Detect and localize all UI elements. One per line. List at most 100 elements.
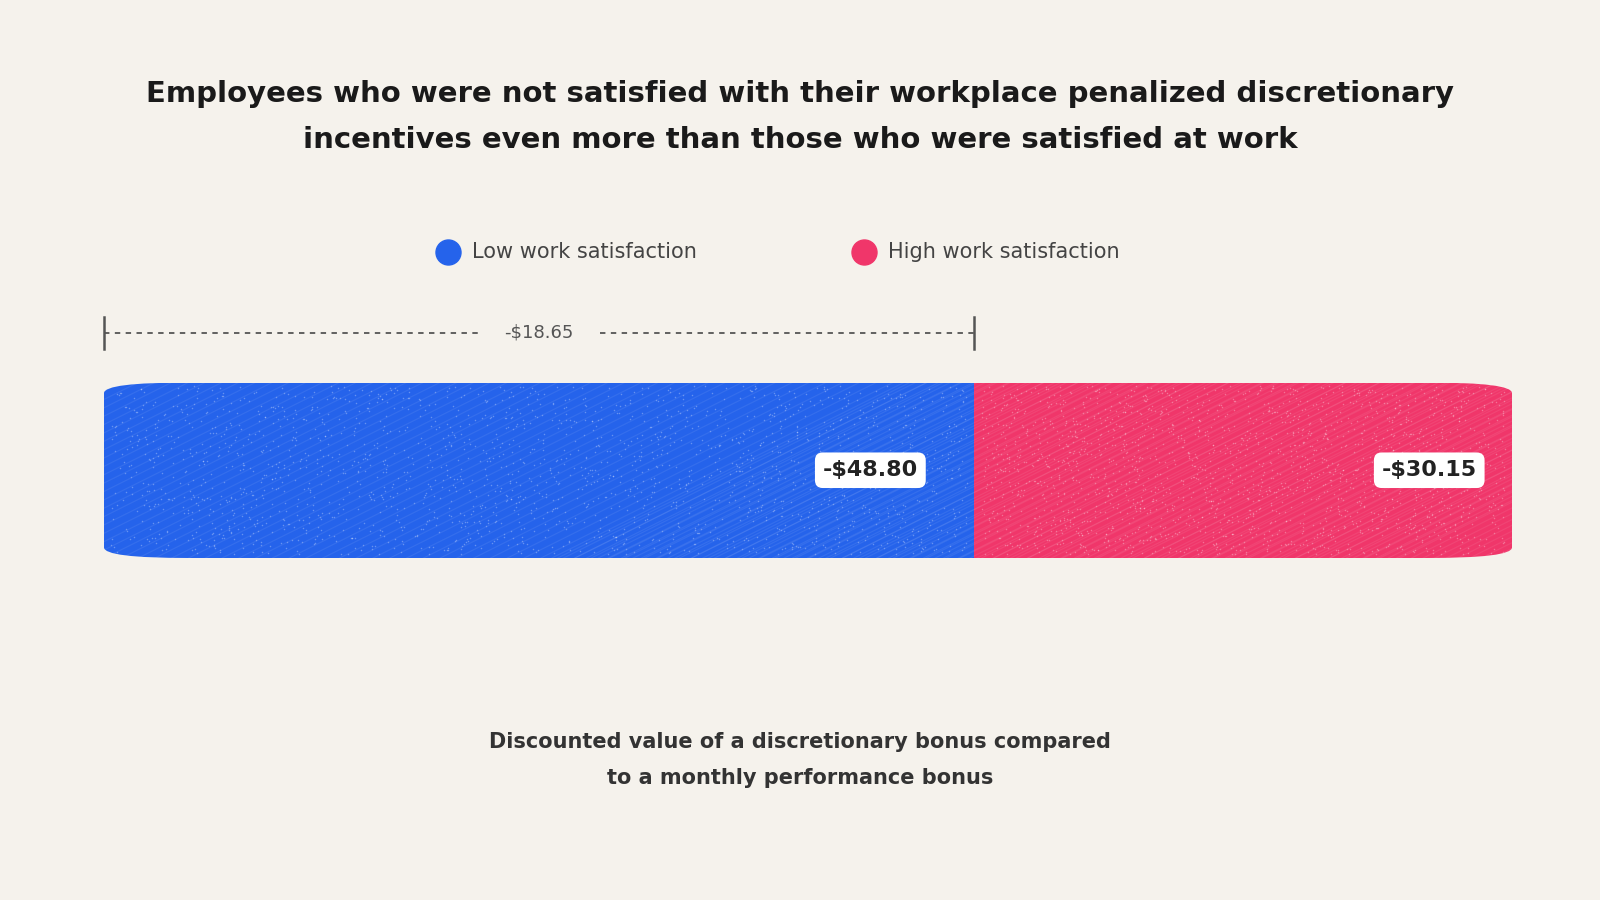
Point: [1138, 382, 1163, 396]
Point: [608, 433, 634, 447]
Point: [1262, 503, 1288, 517]
Point: [283, 473, 309, 488]
Point: [477, 454, 502, 468]
Point: [138, 502, 163, 517]
Point: [104, 387, 130, 401]
Point: [374, 457, 400, 472]
Point: [1014, 428, 1040, 443]
Point: [1456, 507, 1482, 521]
Point: [1019, 446, 1045, 461]
Point: [912, 429, 938, 444]
Point: [118, 424, 144, 438]
Point: [834, 410, 859, 425]
Point: [1384, 541, 1410, 555]
Point: [786, 507, 811, 521]
Point: [170, 443, 195, 457]
Point: [1050, 440, 1075, 454]
Point: [259, 434, 285, 448]
Point: [443, 483, 469, 498]
Point: [776, 434, 802, 448]
Point: [608, 449, 634, 464]
Point: [1427, 495, 1453, 509]
Point: [992, 397, 1018, 411]
Point: [973, 418, 998, 432]
Point: [1166, 388, 1192, 402]
Point: [1070, 539, 1096, 554]
Point: [739, 469, 765, 483]
Point: [1411, 450, 1437, 464]
Point: [384, 508, 410, 523]
Point: [299, 390, 325, 404]
Point: [552, 521, 578, 535]
Point: [1274, 538, 1299, 553]
Point: [1053, 436, 1078, 451]
Point: [816, 419, 842, 434]
Point: [510, 379, 536, 393]
Point: [893, 408, 918, 422]
Point: [206, 447, 232, 462]
Point: [165, 400, 190, 414]
Point: [1264, 491, 1290, 505]
Point: [934, 472, 960, 487]
Point: [214, 495, 240, 509]
Point: [1099, 430, 1125, 445]
Point: [1424, 391, 1450, 405]
Point: [846, 410, 872, 425]
Point: [1005, 537, 1030, 552]
Point: [1435, 485, 1461, 500]
Point: [506, 515, 531, 529]
Point: [1234, 433, 1259, 447]
Point: [709, 428, 734, 443]
Point: [936, 544, 962, 558]
Point: [1126, 533, 1152, 547]
Point: [1304, 526, 1330, 541]
Point: [1194, 406, 1219, 420]
Point: [934, 446, 960, 461]
Point: [746, 482, 771, 496]
Point: [706, 532, 731, 546]
Point: [989, 446, 1014, 461]
Point: [1210, 429, 1235, 444]
Point: [1261, 471, 1286, 485]
Point: [571, 404, 597, 419]
Point: [1157, 446, 1182, 461]
Point: [698, 441, 723, 455]
Point: [765, 439, 790, 454]
Point: [907, 544, 933, 558]
Point: [1298, 416, 1323, 430]
Point: [154, 525, 179, 539]
Point: [1374, 410, 1400, 425]
Point: [341, 454, 366, 468]
Point: [558, 419, 584, 434]
Point: [214, 513, 240, 527]
Point: [1080, 470, 1106, 484]
Point: [565, 491, 590, 505]
Point: [1110, 437, 1136, 452]
Point: [1469, 449, 1494, 464]
Point: [1203, 502, 1229, 517]
Point: [194, 537, 219, 552]
Point: [914, 446, 939, 461]
Point: [659, 418, 685, 433]
Point: [1235, 414, 1261, 428]
Point: [242, 518, 267, 533]
Point: [269, 428, 294, 443]
Point: [1234, 491, 1259, 505]
Point: [845, 393, 870, 408]
Point: [1491, 509, 1517, 524]
Point: [1283, 444, 1309, 458]
Point: [534, 523, 560, 537]
Point: [806, 444, 832, 458]
Point: [544, 517, 570, 531]
Point: [1206, 409, 1232, 423]
Point: [1091, 505, 1117, 519]
Point: [448, 390, 474, 404]
Point: [658, 499, 683, 513]
Point: [173, 413, 198, 428]
Point: [1398, 475, 1424, 490]
Point: [1002, 437, 1027, 452]
Point: [422, 421, 448, 436]
Point: [1144, 467, 1170, 482]
Point: [304, 400, 330, 414]
Point: [1352, 410, 1378, 424]
